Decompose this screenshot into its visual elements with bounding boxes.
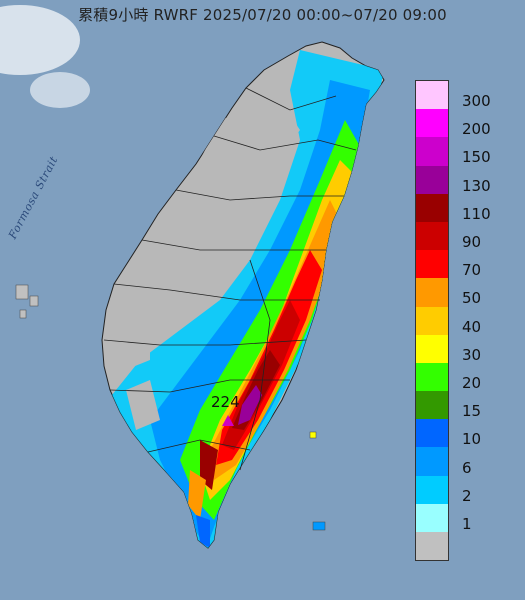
legend-label: 150 bbox=[462, 148, 491, 167]
legend-swatch bbox=[416, 334, 448, 363]
legend-swatch bbox=[416, 503, 448, 532]
legend-label: 40 bbox=[462, 317, 482, 336]
legend-label: 130 bbox=[462, 176, 491, 195]
legend-label: 50 bbox=[462, 289, 482, 308]
legend-label: 20 bbox=[462, 374, 482, 392]
legend-swatch bbox=[416, 362, 448, 392]
legend-label: 90 bbox=[462, 233, 482, 251]
legend-label: 200 bbox=[462, 120, 491, 139]
legend-swatch bbox=[416, 193, 448, 222]
penghu-islands bbox=[15, 284, 39, 319]
orchid-island bbox=[312, 521, 326, 531]
legend-label: 6 bbox=[462, 458, 472, 477]
legend-swatch bbox=[416, 165, 448, 194]
legend-swatch bbox=[416, 81, 448, 110]
county-boundaries bbox=[103, 87, 357, 471]
legend-swatch bbox=[416, 137, 448, 166]
legend-label: 15 bbox=[462, 402, 482, 421]
legend-swatch bbox=[416, 447, 448, 476]
legend-swatch bbox=[416, 109, 448, 138]
legend-swatch bbox=[416, 278, 448, 307]
legend-swatch bbox=[416, 250, 448, 279]
legend-label: 1 bbox=[462, 515, 472, 533]
legend-swatch bbox=[416, 532, 448, 561]
legend-label: 70 bbox=[462, 261, 482, 280]
legend-label: 110 bbox=[462, 204, 491, 223]
legend-swatch bbox=[416, 419, 448, 448]
max-rainfall-value: 224 bbox=[211, 393, 240, 411]
mainland-coast bbox=[0, 5, 80, 75]
max-rainfall-marker-icon bbox=[222, 415, 234, 426]
legend-label: 30 bbox=[462, 345, 482, 364]
legend-swatch bbox=[416, 306, 448, 335]
map-title: 累積9小時 RWRF 2025/07/20 00:00~07/20 09:00 bbox=[78, 6, 447, 24]
legend-label: 10 bbox=[462, 430, 482, 449]
legend-label: 2 bbox=[462, 486, 472, 505]
green-island bbox=[309, 431, 317, 439]
legend-swatch bbox=[416, 221, 448, 251]
legend-swatch bbox=[416, 475, 448, 504]
legend-color-bar bbox=[415, 80, 449, 562]
legend-label: 300 bbox=[462, 92, 491, 110]
legend-swatch bbox=[416, 391, 448, 420]
